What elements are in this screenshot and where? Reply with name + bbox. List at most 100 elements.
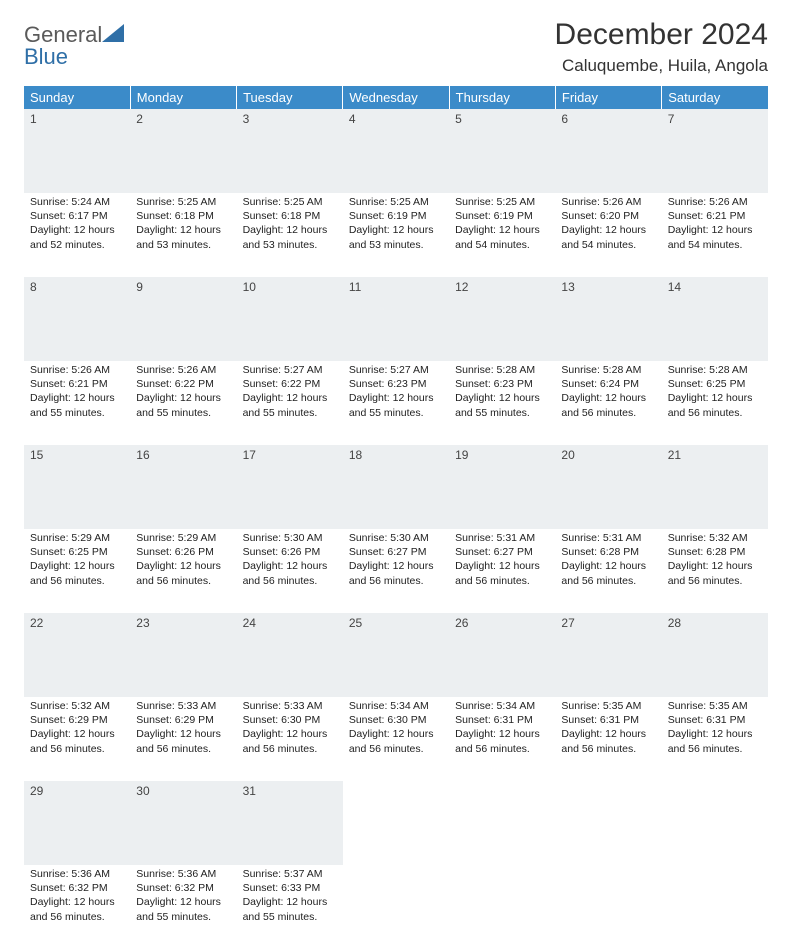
day-cell-number: 23 xyxy=(130,613,236,697)
day-cell-body: Sunrise: 5:36 AMSunset: 6:32 PMDaylight:… xyxy=(24,865,130,949)
sunrise-text: Sunrise: 5:31 AM xyxy=(561,531,655,545)
day-details: Sunrise: 5:26 AMSunset: 6:21 PMDaylight:… xyxy=(662,193,768,258)
day-number: 5 xyxy=(449,109,555,128)
day-cell-number xyxy=(662,781,768,865)
page-header: General Blue December 2024 Caluquembe, H… xyxy=(24,18,768,76)
day-details: Sunrise: 5:32 AMSunset: 6:29 PMDaylight:… xyxy=(24,697,130,762)
week-body-row: Sunrise: 5:36 AMSunset: 6:32 PMDaylight:… xyxy=(24,865,768,949)
day-cell-number: 31 xyxy=(237,781,343,865)
week-body-row: Sunrise: 5:26 AMSunset: 6:21 PMDaylight:… xyxy=(24,361,768,445)
sunset-text: Sunset: 6:32 PM xyxy=(30,881,124,895)
sunset-text: Sunset: 6:30 PM xyxy=(349,713,443,727)
day-cell-number: 11 xyxy=(343,277,449,361)
day-number: 21 xyxy=(662,445,768,464)
day-number: 18 xyxy=(343,445,449,464)
day-details: Sunrise: 5:31 AMSunset: 6:27 PMDaylight:… xyxy=(449,529,555,594)
sunrise-text: Sunrise: 5:36 AM xyxy=(136,867,230,881)
weekday-header: Saturday xyxy=(662,86,768,109)
sunset-text: Sunset: 6:31 PM xyxy=(455,713,549,727)
sunset-text: Sunset: 6:22 PM xyxy=(136,377,230,391)
daylight-text: Daylight: 12 hours and 54 minutes. xyxy=(561,223,655,251)
sunrise-text: Sunrise: 5:29 AM xyxy=(136,531,230,545)
daylight-text: Daylight: 12 hours and 55 minutes. xyxy=(136,895,230,923)
day-cell-body: Sunrise: 5:27 AMSunset: 6:23 PMDaylight:… xyxy=(343,361,449,445)
day-details: Sunrise: 5:37 AMSunset: 6:33 PMDaylight:… xyxy=(237,865,343,930)
day-cell-body: Sunrise: 5:29 AMSunset: 6:25 PMDaylight:… xyxy=(24,529,130,613)
day-details: Sunrise: 5:24 AMSunset: 6:17 PMDaylight:… xyxy=(24,193,130,258)
weekday-header: Friday xyxy=(555,86,661,109)
day-number: 19 xyxy=(449,445,555,464)
day-cell-number: 4 xyxy=(343,109,449,193)
day-details: Sunrise: 5:26 AMSunset: 6:20 PMDaylight:… xyxy=(555,193,661,258)
day-number: 12 xyxy=(449,277,555,296)
sunrise-text: Sunrise: 5:27 AM xyxy=(349,363,443,377)
day-cell-number: 15 xyxy=(24,445,130,529)
sunrise-text: Sunrise: 5:35 AM xyxy=(668,699,762,713)
sunset-text: Sunset: 6:23 PM xyxy=(349,377,443,391)
sunrise-text: Sunrise: 5:28 AM xyxy=(455,363,549,377)
day-details: Sunrise: 5:31 AMSunset: 6:28 PMDaylight:… xyxy=(555,529,661,594)
day-cell-body xyxy=(343,865,449,949)
sunset-text: Sunset: 6:21 PM xyxy=(668,209,762,223)
day-number: 11 xyxy=(343,277,449,296)
day-details: Sunrise: 5:36 AMSunset: 6:32 PMDaylight:… xyxy=(130,865,236,930)
sunrise-text: Sunrise: 5:24 AM xyxy=(30,195,124,209)
sunrise-text: Sunrise: 5:30 AM xyxy=(243,531,337,545)
sunset-text: Sunset: 6:19 PM xyxy=(455,209,549,223)
day-cell-body: Sunrise: 5:25 AMSunset: 6:18 PMDaylight:… xyxy=(130,193,236,277)
day-cell-body: Sunrise: 5:37 AMSunset: 6:33 PMDaylight:… xyxy=(237,865,343,949)
day-details: Sunrise: 5:26 AMSunset: 6:21 PMDaylight:… xyxy=(24,361,130,426)
daylight-text: Daylight: 12 hours and 56 minutes. xyxy=(30,559,124,587)
daylight-text: Daylight: 12 hours and 56 minutes. xyxy=(668,391,762,419)
day-details: Sunrise: 5:29 AMSunset: 6:26 PMDaylight:… xyxy=(130,529,236,594)
day-details: Sunrise: 5:34 AMSunset: 6:30 PMDaylight:… xyxy=(343,697,449,762)
sunrise-text: Sunrise: 5:25 AM xyxy=(136,195,230,209)
sunset-text: Sunset: 6:31 PM xyxy=(668,713,762,727)
sunset-text: Sunset: 6:25 PM xyxy=(668,377,762,391)
sunrise-text: Sunrise: 5:28 AM xyxy=(561,363,655,377)
week-daynum-row: 15161718192021 xyxy=(24,445,768,529)
sunrise-text: Sunrise: 5:30 AM xyxy=(349,531,443,545)
day-cell-number: 26 xyxy=(449,613,555,697)
day-cell-number: 14 xyxy=(662,277,768,361)
day-cell-number: 28 xyxy=(662,613,768,697)
day-cell-number: 5 xyxy=(449,109,555,193)
sunset-text: Sunset: 6:28 PM xyxy=(668,545,762,559)
day-cell-number: 8 xyxy=(24,277,130,361)
location-subtitle: Caluquembe, Huila, Angola xyxy=(555,56,768,76)
day-cell-body: Sunrise: 5:36 AMSunset: 6:32 PMDaylight:… xyxy=(130,865,236,949)
day-details: Sunrise: 5:33 AMSunset: 6:29 PMDaylight:… xyxy=(130,697,236,762)
calendar-body: 1234567Sunrise: 5:24 AMSunset: 6:17 PMDa… xyxy=(24,109,768,949)
day-number: 8 xyxy=(24,277,130,296)
day-cell-body: Sunrise: 5:33 AMSunset: 6:29 PMDaylight:… xyxy=(130,697,236,781)
day-cell-number xyxy=(343,781,449,865)
sunset-text: Sunset: 6:17 PM xyxy=(30,209,124,223)
week-body-row: Sunrise: 5:32 AMSunset: 6:29 PMDaylight:… xyxy=(24,697,768,781)
day-cell-body: Sunrise: 5:24 AMSunset: 6:17 PMDaylight:… xyxy=(24,193,130,277)
day-number: 23 xyxy=(130,613,236,632)
sunrise-text: Sunrise: 5:33 AM xyxy=(243,699,337,713)
daylight-text: Daylight: 12 hours and 56 minutes. xyxy=(561,559,655,587)
day-number: 16 xyxy=(130,445,236,464)
sunset-text: Sunset: 6:25 PM xyxy=(30,545,124,559)
day-cell-body xyxy=(662,865,768,949)
daylight-text: Daylight: 12 hours and 56 minutes. xyxy=(136,559,230,587)
day-cell-number: 9 xyxy=(130,277,236,361)
sunrise-text: Sunrise: 5:32 AM xyxy=(668,531,762,545)
sunrise-text: Sunrise: 5:34 AM xyxy=(455,699,549,713)
logo-text: General Blue xyxy=(24,24,124,68)
sunrise-text: Sunrise: 5:29 AM xyxy=(30,531,124,545)
day-cell-number: 18 xyxy=(343,445,449,529)
sunrise-text: Sunrise: 5:36 AM xyxy=(30,867,124,881)
daylight-text: Daylight: 12 hours and 56 minutes. xyxy=(561,727,655,755)
sunset-text: Sunset: 6:19 PM xyxy=(349,209,443,223)
day-cell-number: 17 xyxy=(237,445,343,529)
day-number: 4 xyxy=(343,109,449,128)
sunset-text: Sunset: 6:26 PM xyxy=(243,545,337,559)
week-daynum-row: 22232425262728 xyxy=(24,613,768,697)
day-number: 13 xyxy=(555,277,661,296)
daylight-text: Daylight: 12 hours and 56 minutes. xyxy=(561,391,655,419)
day-cell-number: 10 xyxy=(237,277,343,361)
day-cell-body: Sunrise: 5:32 AMSunset: 6:29 PMDaylight:… xyxy=(24,697,130,781)
sunrise-text: Sunrise: 5:26 AM xyxy=(136,363,230,377)
